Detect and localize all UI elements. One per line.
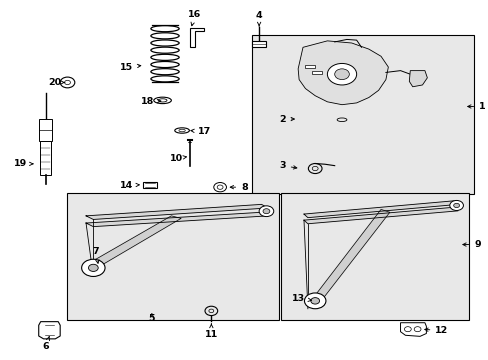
Polygon shape [93,216,181,264]
Bar [39,119,52,140]
Circle shape [334,69,348,80]
Circle shape [310,298,319,304]
Text: 7: 7 [92,247,99,263]
Polygon shape [39,321,60,339]
Polygon shape [304,201,457,218]
Circle shape [88,264,98,271]
Polygon shape [86,212,267,226]
Text: 6: 6 [42,337,49,351]
Circle shape [453,203,459,208]
Text: 11: 11 [204,324,218,339]
Bar [281,193,468,320]
Bar [40,140,51,175]
Bar [311,71,321,74]
Circle shape [259,206,273,217]
Circle shape [263,209,269,214]
Text: 14: 14 [120,181,139,190]
Text: 16: 16 [188,10,201,26]
Bar [66,193,278,320]
FancyBboxPatch shape [143,182,157,188]
Bar [305,64,315,68]
Bar [251,35,473,194]
Polygon shape [408,71,427,87]
Text: 18: 18 [141,96,161,105]
Circle shape [81,259,105,276]
Text: 3: 3 [279,161,296,170]
Text: 4: 4 [255,11,262,26]
Text: 20: 20 [49,78,64,87]
Polygon shape [304,207,457,224]
Text: 10: 10 [169,154,186,163]
Circle shape [327,63,356,85]
Text: 12: 12 [424,326,447,335]
Text: 17: 17 [190,127,211,136]
Text: 13: 13 [291,294,311,303]
Circle shape [304,293,325,309]
FancyBboxPatch shape [252,41,265,47]
Text: 19: 19 [14,159,33,168]
Circle shape [449,201,463,211]
Polygon shape [298,41,387,105]
Text: 1: 1 [467,102,485,111]
Text: 8: 8 [230,183,247,192]
Text: 2: 2 [279,114,294,123]
Text: 5: 5 [148,314,155,323]
Polygon shape [316,210,389,297]
Text: 15: 15 [120,63,141,72]
Text: 9: 9 [462,240,480,249]
Polygon shape [400,323,426,336]
Polygon shape [86,204,267,220]
